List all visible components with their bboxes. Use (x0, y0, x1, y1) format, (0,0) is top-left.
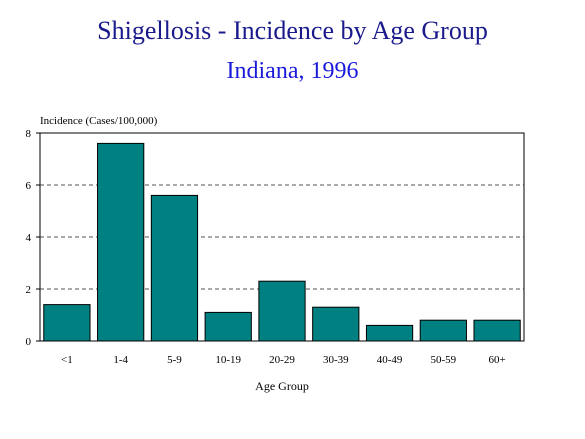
x-tick-label: 30-39 (323, 354, 349, 366)
y-tick-label: 2 (26, 284, 32, 296)
bar-3 (150, 194, 199, 342)
y-tick-label: 0 (26, 336, 32, 348)
y-axis-label: Incidence (Cases/100,000) (40, 115, 158, 127)
bar-8 (419, 319, 467, 342)
bars (43, 142, 521, 342)
bar-4 (204, 311, 252, 342)
bar-9 (473, 319, 521, 342)
x-tick-label: 40-49 (377, 354, 403, 366)
chart-subtitle: Indiana, 1996 (226, 58, 359, 84)
x-tick-label: 1-4 (113, 354, 128, 366)
bar-5 (258, 280, 306, 342)
x-tick-label: 20-29 (269, 354, 295, 366)
x-axis-ticks: <1 1-4 5-9 10-19 20-29 30-39 40-49 50-59 60+ (61, 354, 506, 366)
bar-6 (312, 306, 360, 342)
x-tick-label: 5-9 (167, 354, 182, 366)
chart-title: Shigellosis - Incidence by Age Group (97, 16, 488, 45)
bar-1 (43, 304, 91, 342)
x-axis-label: Age Group (255, 379, 309, 393)
y-tick-label: 8 (26, 128, 32, 140)
x-tick-label: 10-19 (215, 354, 241, 366)
x-tick-label: 50-59 (430, 354, 456, 366)
x-tick-label: <1 (61, 354, 73, 366)
y-axis-ticks: 0 2 4 6 8 (26, 128, 40, 348)
bar-2 (97, 142, 145, 342)
x-tick-label: 60+ (489, 354, 506, 366)
y-tick-label: 6 (26, 180, 32, 192)
bar-7 (365, 324, 414, 342)
y-tick-label: 4 (26, 232, 32, 244)
